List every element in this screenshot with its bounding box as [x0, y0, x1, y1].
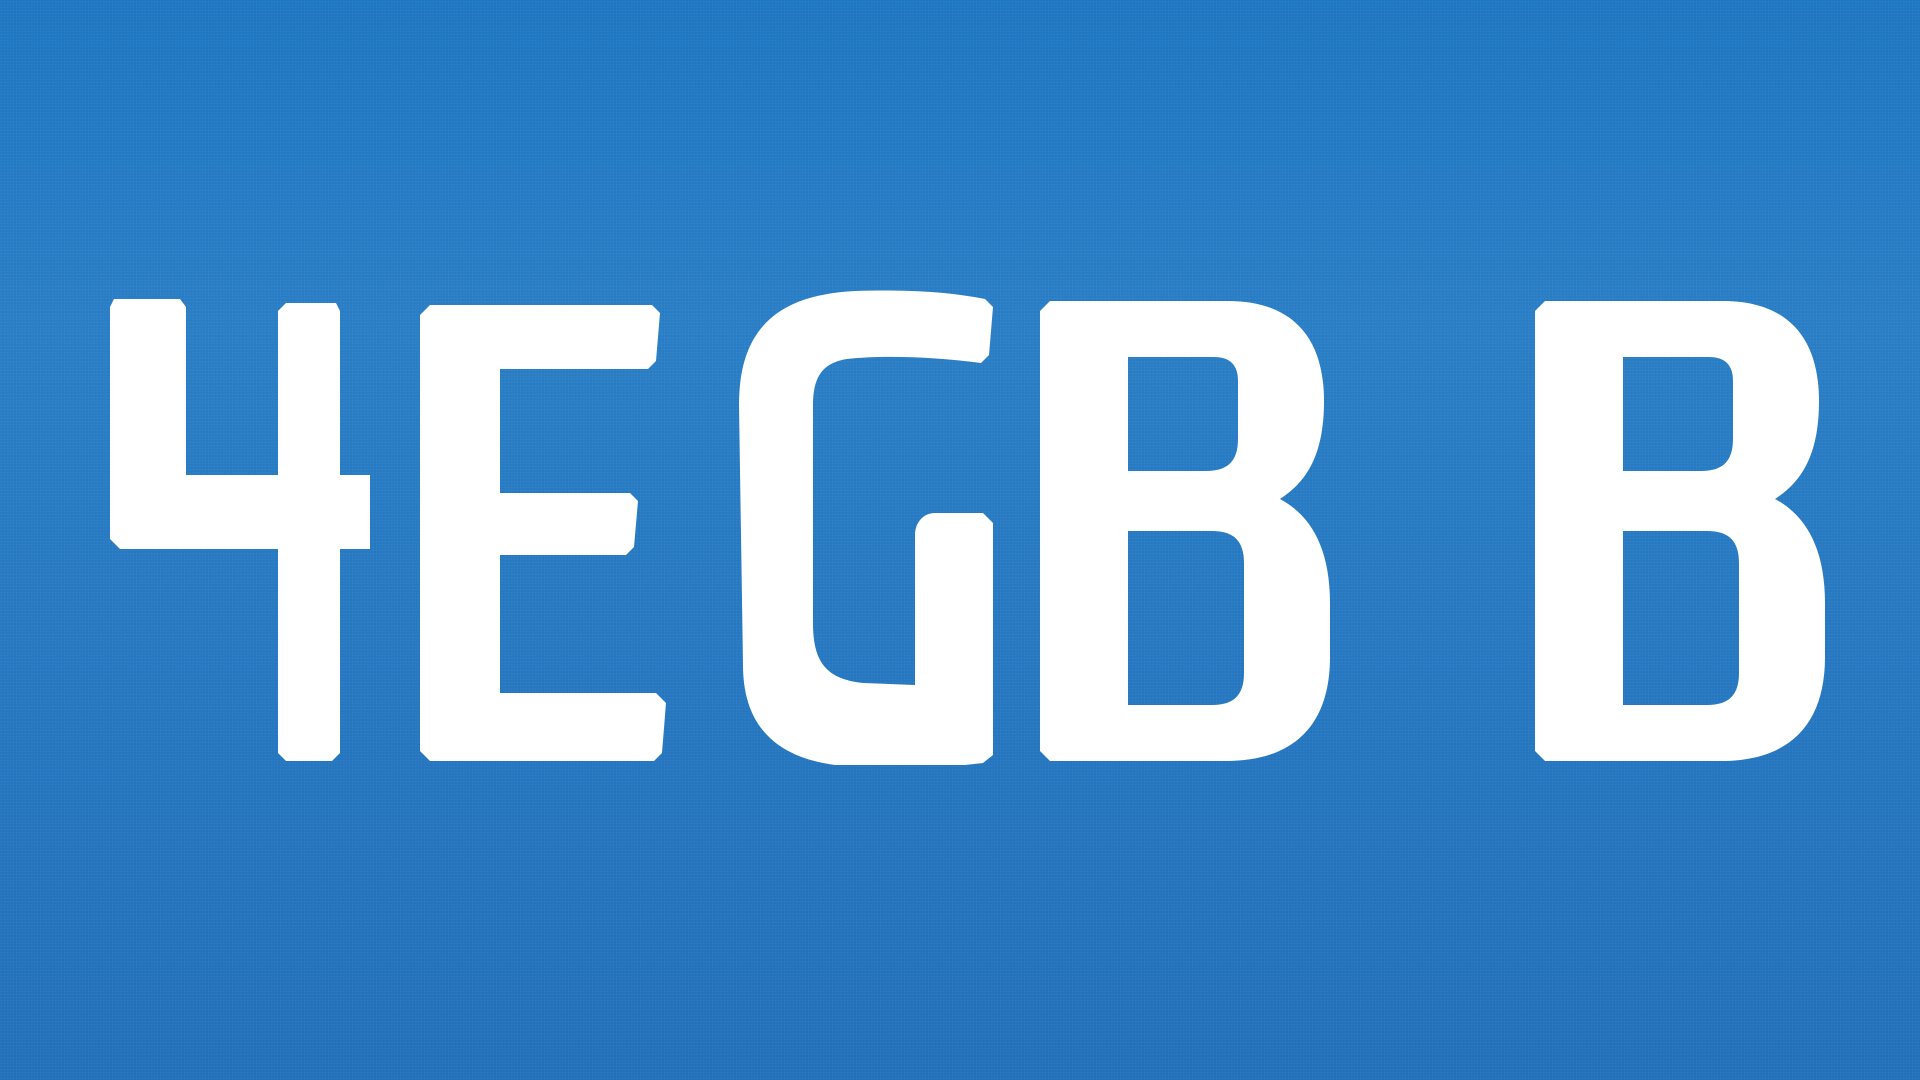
glyph-B1	[1040, 301, 1330, 761]
headline-char-B1	[1040, 285, 1330, 765]
headline-char-E	[420, 285, 670, 765]
headline: 4EGB B	[0, 285, 1920, 765]
glyph-E	[420, 305, 666, 761]
headline-char-B2	[1535, 285, 1825, 765]
glyph-G	[739, 290, 993, 765]
glyph-B2	[1535, 301, 1825, 761]
glyph-4	[110, 299, 370, 761]
headline-char-G	[735, 285, 1000, 765]
headline-text: 4EGB B	[0, 285, 1, 286]
headline-char-4	[110, 285, 370, 765]
